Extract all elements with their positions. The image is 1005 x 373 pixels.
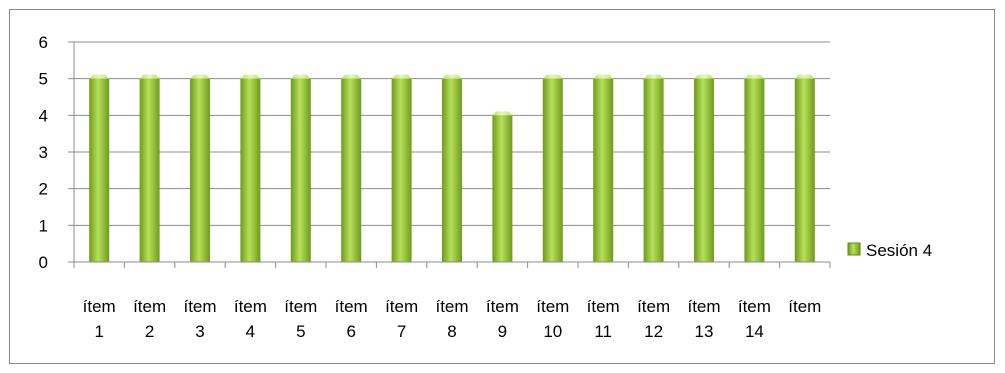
x-tick-label-13: ítem 13	[687, 297, 720, 341]
y-tick-label-2: 2	[39, 180, 48, 199]
bar-1	[89, 78, 110, 263]
bar-13	[694, 78, 714, 263]
y-tick-label-0: 0	[39, 253, 48, 272]
legend-swatch	[847, 242, 861, 256]
x-tick-label-10: ítem 10	[536, 297, 569, 341]
bar-2	[139, 78, 160, 263]
x-tick-label-2: ítem 2	[133, 297, 166, 341]
bar-7	[391, 78, 412, 263]
x-tick-label-14: ítem 14	[738, 297, 771, 341]
bar-11	[593, 78, 614, 263]
bar-cap-7	[391, 74, 412, 79]
bar-4	[240, 78, 261, 263]
bar-cap-13	[694, 74, 714, 79]
bar-cap-14	[744, 74, 765, 79]
bar-cap-11	[593, 74, 614, 79]
x-tick-label-3: ítem 3	[183, 297, 216, 341]
legend: Sesión 4	[847, 241, 932, 260]
bar-cap-5	[290, 74, 311, 79]
bar-3	[190, 78, 210, 263]
x-tick-label-11: ítem 11	[587, 297, 620, 341]
bars	[89, 74, 815, 263]
y-tick-label-1: 1	[39, 216, 48, 235]
bar-9	[492, 115, 513, 262]
bar-15	[794, 78, 815, 263]
x-tick-label-4: ítem 4	[234, 297, 267, 341]
x-axis: ítem 1 ítem 2 ítem 3 ítem 4 ítem 5 ítem 6 ítem 7 ítem 8…	[73, 261, 831, 341]
legend-label: Sesión 4	[866, 241, 932, 260]
x-tick-label-8: ítem 8	[435, 297, 468, 341]
bar-cap-1	[89, 74, 110, 79]
bar-cap-9	[492, 111, 513, 116]
bar-12	[643, 78, 664, 263]
y-tick-label-5: 5	[39, 70, 48, 89]
bar-8	[442, 78, 462, 263]
bar-cap-6	[341, 74, 362, 79]
bar-10	[542, 78, 563, 263]
bar-6	[341, 78, 362, 263]
bar-cap-10	[542, 74, 563, 79]
x-tick-label-7: ítem 7	[385, 297, 418, 341]
y-axis: 0 1 2 3 4 5 6	[39, 33, 75, 272]
x-tick-label-9: ítem 9	[486, 297, 519, 341]
x-tick-label-1: ítem 1	[83, 297, 116, 341]
bar-cap-2	[139, 74, 160, 79]
y-tick-label-4: 4	[39, 106, 48, 125]
y-tick-label-3: 3	[39, 143, 48, 162]
x-tick-label-5: ítem 5	[284, 297, 317, 341]
bar-cap-4	[240, 74, 261, 79]
x-tick-label-15: ítem	[788, 297, 821, 316]
bar-cap-8	[442, 74, 462, 79]
x-tick-label-12: ítem 12	[637, 297, 670, 341]
bar-cap-12	[643, 74, 664, 79]
bar-cap-15	[794, 74, 815, 79]
bar-14	[744, 78, 765, 263]
bar-5	[290, 78, 311, 263]
x-tick-label-6: ítem 6	[335, 297, 368, 341]
y-tick-label-6: 6	[39, 33, 48, 52]
bar-cap-3	[190, 74, 210, 79]
